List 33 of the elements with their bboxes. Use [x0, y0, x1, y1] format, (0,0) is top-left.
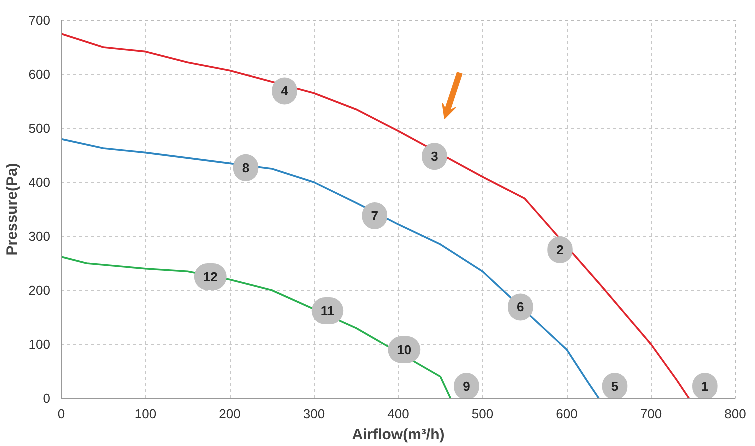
- annotation: 11: [320, 304, 335, 319]
- x-tick-label: 700: [640, 406, 662, 422]
- y-tick-label: 0: [43, 391, 51, 406]
- annotation: 9: [463, 379, 470, 394]
- annotation: 5: [611, 379, 619, 394]
- x-tick-label: 800: [724, 406, 746, 422]
- annotation: 4: [281, 84, 290, 99]
- y-tick-label: 300: [28, 229, 51, 244]
- line-series: [62, 33, 690, 398]
- line-series: [62, 138, 600, 398]
- y-tick-label: 700: [28, 13, 51, 28]
- x-tick-label: 300: [303, 406, 326, 422]
- y-tick-label: 400: [28, 175, 51, 190]
- x-tick-label: 400: [388, 406, 410, 422]
- annotation: 7: [371, 208, 379, 224]
- annotation: 8: [242, 160, 250, 176]
- x-tick-label: 200: [219, 406, 241, 422]
- x-tick-label: 500: [472, 406, 494, 422]
- x-tick-label: 0: [58, 406, 66, 422]
- x-tick-label: 100: [134, 406, 157, 422]
- annotation: 1: [702, 379, 709, 394]
- annotation: 2: [556, 242, 564, 258]
- y-tick-label: 200: [28, 283, 51, 298]
- y-tick-label: 600: [28, 67, 51, 82]
- y-tick-label: 500: [28, 121, 51, 136]
- annotation: 3: [431, 149, 438, 164]
- annotation: 6: [517, 300, 524, 315]
- x-tick-label: 600: [556, 406, 578, 422]
- x-axis-title: Airflow(m³/h): [352, 426, 445, 444]
- annotation: 10: [397, 342, 412, 358]
- y-axis-title: Pressure(Pa): [4, 163, 21, 256]
- y-tick-label: 100: [28, 337, 51, 352]
- annotation: 12: [203, 270, 218, 284]
